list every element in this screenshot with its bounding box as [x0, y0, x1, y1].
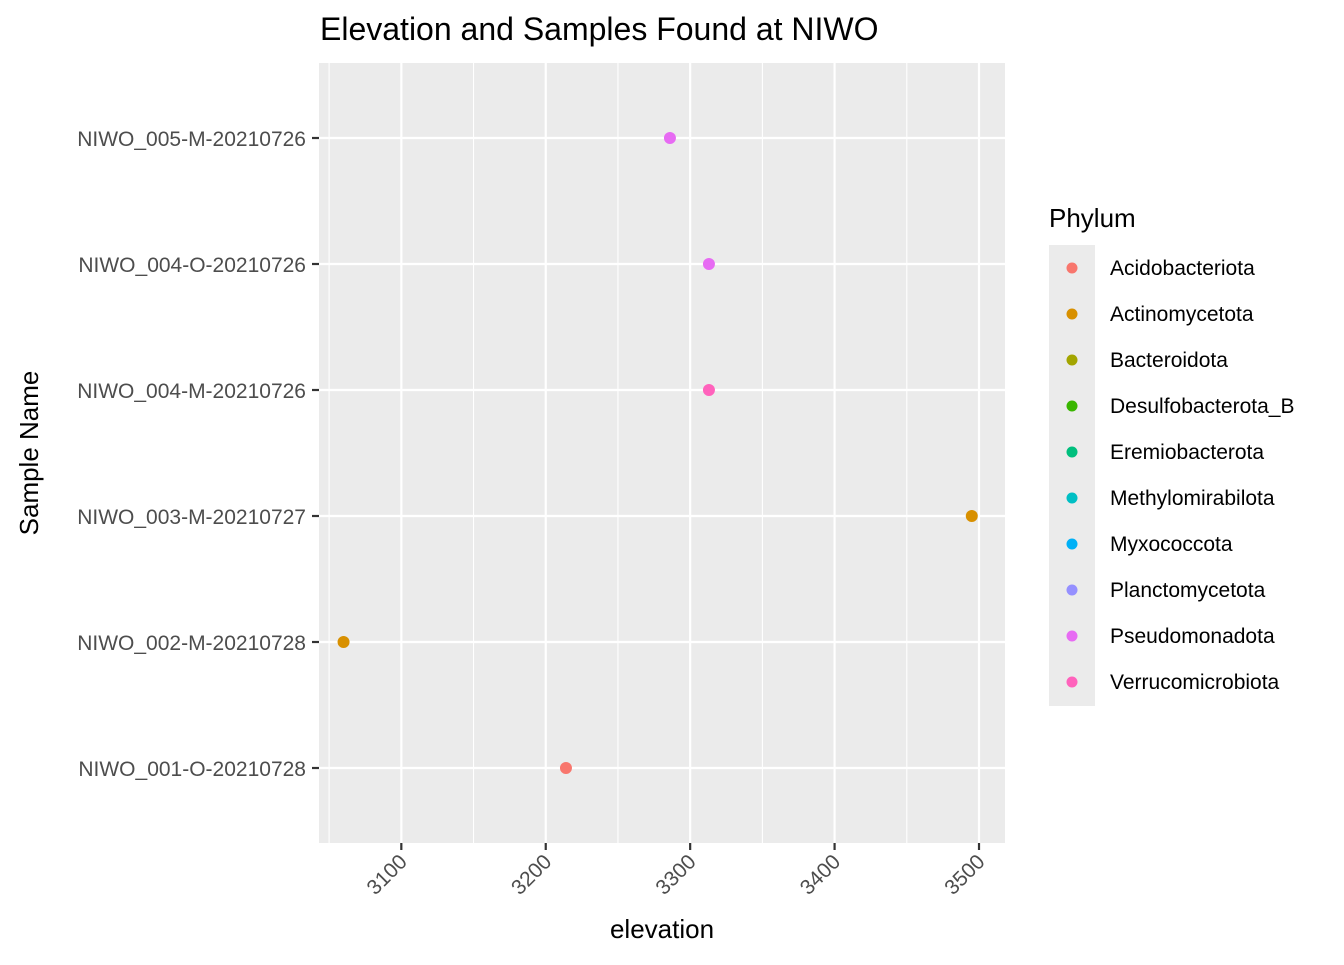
legend-swatch [1066, 446, 1078, 458]
data-point [702, 258, 715, 270]
legend-swatch [1066, 308, 1078, 320]
grid-major [319, 63, 1005, 843]
y-tick-label: NIWO_005-M-20210726 [77, 128, 306, 151]
legend: Phylum Acidobacteriota Actinomycetota Bact… [1049, 203, 1294, 706]
legend-swatch [1066, 354, 1078, 366]
y-tick-label: NIWO_004-M-20210726 [77, 380, 306, 403]
legend-label: Planctomycetota [1110, 579, 1266, 602]
x-tick-label: 3100 [363, 850, 412, 899]
data-point [337, 636, 350, 648]
legend-label: Bacteroidota [1110, 349, 1228, 372]
x-tick-label: 3300 [651, 850, 700, 899]
chart-title: Elevation and Samples Found at NIWO [320, 11, 879, 47]
x-tick-label: 3500 [940, 850, 989, 899]
legend-swatch [1066, 676, 1078, 688]
data-point [965, 510, 978, 522]
x-axis: 3100 3200 3300 3400 3500 [363, 843, 990, 900]
data-point [663, 132, 676, 144]
legend-title: Phylum [1049, 203, 1136, 233]
data-point [702, 384, 715, 396]
legend-label: Myxococcota [1110, 533, 1233, 556]
legend-swatch [1066, 492, 1078, 504]
legend-label: Methylomirabilota [1110, 487, 1275, 510]
y-axis: NIWO_001-O-20210728 NIWO_002-M-20210728 NI… [77, 128, 319, 781]
legend-swatch [1066, 630, 1078, 642]
y-axis-label: Sample Name [14, 371, 44, 536]
y-tick-label: NIWO_002-M-20210728 [77, 632, 306, 655]
legend-items: Acidobacteriota Actinomycetota Bacteroidot… [1066, 257, 1294, 694]
data-points [337, 132, 978, 774]
legend-swatch [1066, 262, 1078, 274]
data-point [559, 762, 572, 774]
legend-label: Desulfobacterota_B [1110, 395, 1294, 418]
x-axis-label: elevation [610, 914, 714, 944]
plot-panel [319, 63, 1005, 843]
grid-minor [328, 63, 908, 843]
legend-label: Eremiobacterota [1110, 441, 1264, 464]
y-tick-label: NIWO_004-O-20210726 [78, 254, 306, 277]
legend-key-background [1049, 245, 1095, 706]
y-tick-label: NIWO_001-O-20210728 [78, 758, 306, 781]
legend-swatch [1066, 400, 1078, 412]
legend-swatch [1066, 584, 1078, 596]
x-tick-label: 3400 [796, 850, 845, 899]
legend-label: Acidobacteriota [1110, 257, 1255, 280]
legend-label: Verrucomicrobiota [1110, 671, 1280, 694]
legend-swatch [1066, 538, 1078, 550]
y-tick-label: NIWO_003-M-20210727 [77, 506, 306, 529]
legend-label: Actinomycetota [1110, 303, 1254, 326]
legend-label: Pseudomonadota [1110, 625, 1275, 648]
x-tick-label: 3200 [507, 850, 556, 899]
